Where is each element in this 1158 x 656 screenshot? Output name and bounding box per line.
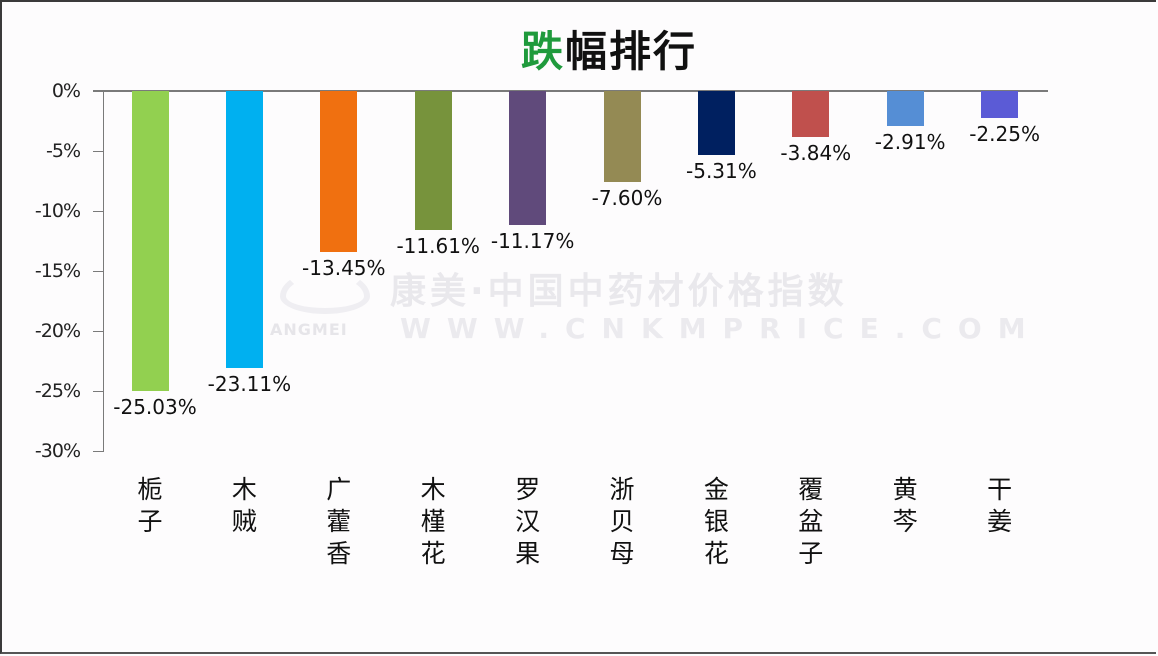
bar-value-label: -7.60% (591, 186, 663, 211)
bar-value-label: -3.84% (780, 141, 852, 166)
y-tick-label: -30% (34, 440, 81, 462)
bar (981, 91, 1019, 118)
y-tick-label: -10% (34, 200, 81, 222)
x-category-char: 木 (420, 475, 446, 504)
y-tick-label: -20% (34, 320, 81, 342)
x-category-char: 姜 (987, 507, 1013, 536)
x-category-char: 汉 (515, 507, 541, 536)
bar (792, 91, 830, 138)
x-axis-line (93, 90, 1048, 92)
x-category-char: 藿 (326, 507, 352, 536)
bar (320, 91, 358, 253)
chart-title-accent: 跌 (520, 27, 565, 76)
x-category-label: 罗汉果 (508, 474, 548, 570)
x-category-char: 栀 (137, 475, 163, 504)
y-tick (93, 91, 103, 92)
x-category-label: 栀子 (130, 474, 170, 538)
bar-value-label: -25.03% (113, 395, 197, 420)
x-category-char: 子 (798, 539, 824, 568)
y-tick-label: -15% (34, 260, 81, 282)
bar-value-label: -11.61% (396, 234, 480, 259)
x-category-char: 花 (420, 539, 446, 568)
x-category-char: 花 (703, 539, 729, 568)
x-category-char: 香 (326, 539, 352, 568)
bar-value-label: -2.25% (969, 122, 1040, 146)
bar (509, 91, 547, 226)
x-category-label: 黄芩 (885, 474, 925, 538)
x-category-label: 干姜 (980, 474, 1020, 538)
x-category-char: 干 (987, 475, 1013, 504)
y-tick-label: -5% (46, 140, 81, 162)
x-category-label: 浙贝母 (602, 474, 642, 570)
chart-title-rest: 幅排行 (565, 27, 698, 76)
x-category-char: 母 (609, 539, 635, 568)
x-category-char: 果 (515, 539, 541, 568)
y-tick (93, 391, 103, 392)
bar-value-label: -2.91% (874, 129, 946, 154)
bar-value-label: -5.31% (686, 158, 757, 183)
x-category-char: 子 (137, 507, 163, 536)
x-category-char: 银 (703, 507, 729, 536)
x-category-char: 贼 (231, 507, 257, 536)
x-category-char: 罗 (515, 475, 541, 504)
x-category-char: 木 (231, 475, 257, 504)
x-category-label: 金银花 (696, 474, 736, 570)
x-category-char: 芩 (892, 507, 918, 536)
bar-value-label: -13.45% (302, 256, 386, 281)
bar (886, 91, 924, 126)
y-tick (93, 271, 103, 272)
x-category-char: 盆 (798, 507, 824, 536)
x-category-label: 木贼 (224, 474, 264, 538)
x-category-char: 槿 (420, 507, 446, 536)
bar (225, 91, 263, 369)
bar-value-label: -23.11% (207, 372, 292, 397)
x-category-label: 覆盆子 (791, 474, 831, 570)
x-category-char: 浙 (609, 475, 635, 504)
bar (697, 91, 735, 155)
y-tick (93, 451, 103, 452)
y-tick (93, 151, 103, 152)
bar (131, 91, 169, 392)
y-tick-label: -25% (34, 380, 81, 402)
x-category-char: 黄 (892, 475, 918, 504)
x-category-char: 贝 (609, 507, 635, 536)
bar-value-label: -11.17% (490, 229, 575, 254)
y-tick-label: 0% (51, 80, 81, 102)
y-axis-line (103, 91, 104, 452)
bar (414, 91, 452, 231)
x-category-char: 金 (703, 475, 729, 504)
x-category-char: 广 (326, 475, 352, 504)
y-tick (93, 331, 103, 332)
x-category-char: 覆 (798, 475, 824, 504)
bar (603, 91, 641, 183)
y-tick (93, 211, 103, 212)
chart-title: 跌幅排行 (0, 18, 1158, 79)
x-category-label: 木槿花 (413, 474, 453, 570)
x-category-label: 广藿香 (319, 474, 359, 570)
